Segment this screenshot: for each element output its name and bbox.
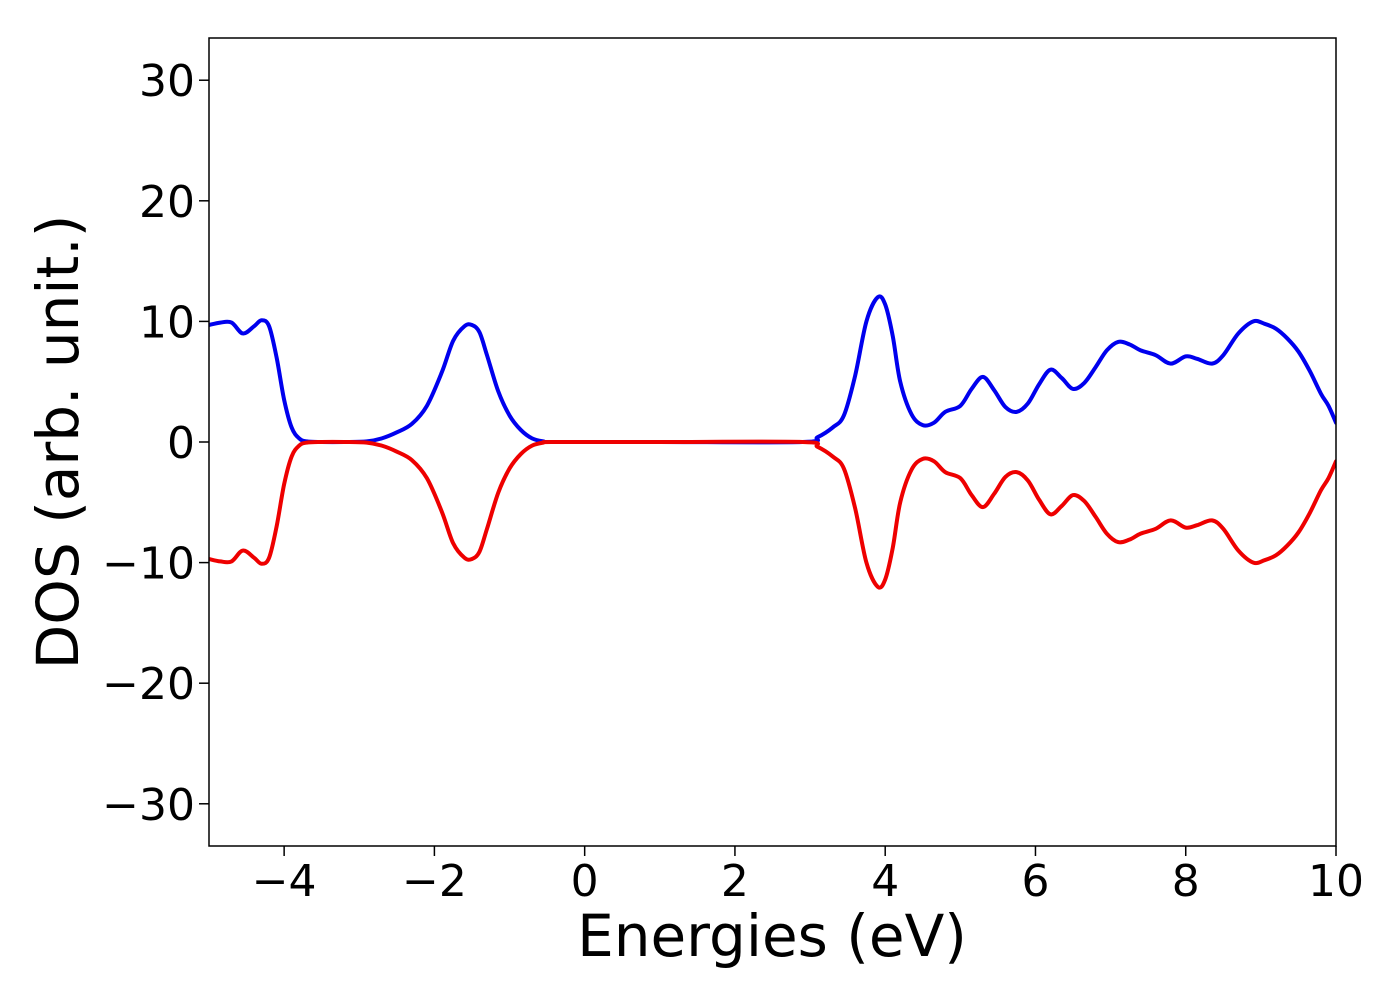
x-tick-label: 0: [571, 856, 599, 907]
y-tick-label: −20: [102, 659, 195, 710]
y-tick-label: −10: [102, 539, 195, 590]
x-tick-label: 4: [871, 856, 899, 907]
series-layer: [209, 294, 1336, 590]
x-axis: −4 −2 0 2 4 6 8 10: [252, 846, 1364, 907]
x-tick-label: 10: [1308, 856, 1364, 907]
x-axis-label: Energies (eV): [577, 902, 967, 970]
y-axis: −30 −20 −10 0 10 20 30: [102, 56, 209, 831]
x-tick-label: −2: [402, 856, 467, 907]
y-tick-label: 20: [139, 177, 195, 228]
x-tick-label: −4: [252, 856, 317, 907]
y-tick-label: −30: [102, 780, 195, 831]
x-tick-label: 6: [1021, 856, 1049, 907]
series-line-2: [209, 439, 1336, 590]
x-tick-label: 8: [1172, 856, 1200, 907]
y-axis-label: DOS (arb. unit.): [24, 215, 92, 670]
y-tick-label: 0: [167, 418, 195, 469]
x-tick-label: 2: [721, 856, 749, 907]
y-tick-label: 10: [139, 297, 195, 348]
y-tick-label: 30: [139, 56, 195, 107]
